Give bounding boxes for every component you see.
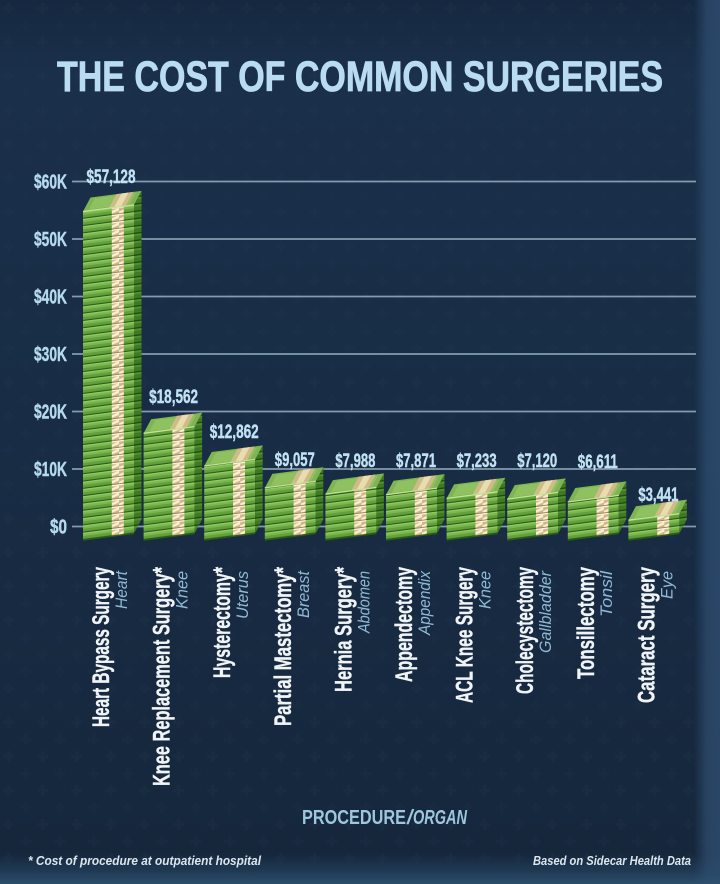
svg-text:Partial Mastectomy*: Partial Mastectomy* xyxy=(270,567,297,726)
svg-text:Appendectomy: Appendectomy xyxy=(391,567,418,682)
svg-text:Knee Replacement Surgery*: Knee Replacement Surgery* xyxy=(149,567,176,786)
svg-text:$40K: $40K xyxy=(34,287,67,309)
svg-text:PROCEDURE: PROCEDURE xyxy=(302,807,406,829)
svg-text:Hysterectomy*: Hysterectomy* xyxy=(209,567,236,678)
svg-text:Knee: Knee xyxy=(173,571,192,609)
svg-text:Gallbladder: Gallbladder xyxy=(536,570,555,653)
svg-text:Hernia Surgery*: Hernia Surgery* xyxy=(330,567,357,692)
svg-text:/: / xyxy=(406,807,415,829)
svg-text:Appendix: Appendix xyxy=(415,571,434,636)
svg-text:$3,441: $3,441 xyxy=(638,485,678,506)
svg-text:$7,871: $7,871 xyxy=(396,451,436,472)
svg-text:Cataract Surgery: Cataract Surgery xyxy=(633,567,660,703)
svg-text:$18,562: $18,562 xyxy=(149,387,198,408)
svg-text:$30K: $30K xyxy=(34,344,67,366)
svg-text:Tonsil: Tonsil xyxy=(597,570,616,617)
svg-text:$6,611: $6,611 xyxy=(578,452,618,473)
svg-text:THE COST OF COMMON SURGERIES: THE COST OF COMMON SURGERIES xyxy=(57,53,663,101)
svg-text:ACL Knee Surgery: ACL Knee Surgery xyxy=(452,567,479,703)
svg-text:$7,233: $7,233 xyxy=(457,451,497,472)
svg-text:Heart: Heart xyxy=(112,570,131,609)
svg-text:Heart Bypass Surgery: Heart Bypass Surgery xyxy=(88,567,115,727)
svg-text:$7,120: $7,120 xyxy=(517,451,557,472)
svg-text:* Cost of procedure at outpati: * Cost of procedure at outpatient hospit… xyxy=(28,853,261,868)
svg-text:$60K: $60K xyxy=(34,172,67,194)
svg-text:Eye: Eye xyxy=(657,571,676,599)
svg-text:Based on Sidecar Health Data: Based on Sidecar Health Data xyxy=(533,853,691,868)
svg-text:Abdomen: Abdomen xyxy=(354,571,373,634)
svg-text:$10K: $10K xyxy=(34,459,67,481)
svg-text:ORGAN: ORGAN xyxy=(413,807,467,829)
svg-text:Uterus: Uterus xyxy=(233,571,252,619)
svg-text:Tonsillectomy: Tonsillectomy xyxy=(573,567,600,679)
svg-text:$20K: $20K xyxy=(34,402,67,424)
svg-text:$7,988: $7,988 xyxy=(335,451,375,472)
svg-text:$50K: $50K xyxy=(34,229,67,251)
svg-text:Knee: Knee xyxy=(476,571,495,609)
svg-text:$57,128: $57,128 xyxy=(87,167,136,188)
svg-text:$12,862: $12,862 xyxy=(210,422,259,443)
svg-text:Breast: Breast xyxy=(294,570,313,618)
svg-text:$0: $0 xyxy=(50,517,67,539)
svg-text:Cholecystectomy: Cholecystectomy xyxy=(512,567,539,694)
svg-text:$9,057: $9,057 xyxy=(275,450,315,471)
